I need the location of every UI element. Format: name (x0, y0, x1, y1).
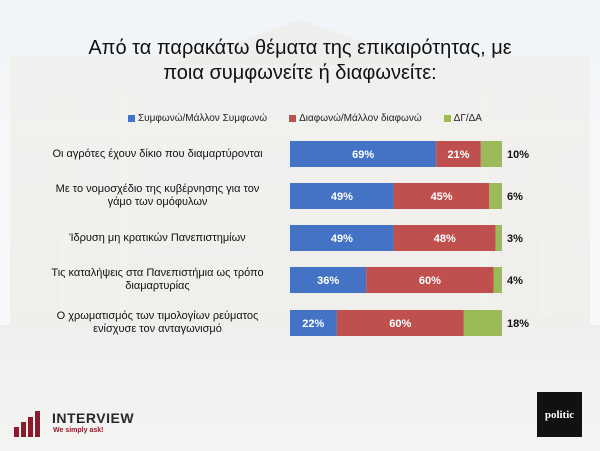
data-label-dk: 4% (507, 275, 523, 287)
bar-segment-dk (463, 310, 502, 336)
politic-logo: politic (537, 392, 582, 437)
legend-swatch-dk (443, 114, 451, 122)
bar-segment-agree (290, 225, 394, 251)
politic-logo-name: politic (544, 408, 575, 421)
data-label-dk: 18% (507, 318, 529, 330)
category-label: Ίδρυση μη κρατικών Πανεπιστημίων (30, 232, 285, 245)
bar-segment-dk (493, 267, 502, 293)
data-label-agree: 22% (302, 318, 324, 330)
legend-item-disagree: Διαφωνώ/Μάλλον διαφωνώ (289, 111, 422, 125)
legend-label-dk: ΔΓ/ΔΑ (453, 112, 482, 124)
data-label-agree: 49% (331, 233, 353, 245)
category-label-line: Οι αγρότες έχουν δίκιο που διαμαρτύροντα… (52, 147, 263, 160)
data-label-dk: 10% (507, 149, 529, 161)
legend-item-dk: ΔΓ/ΔΑ (443, 111, 482, 125)
bar-segment-agree (290, 141, 437, 167)
data-label-disagree: 45% (431, 191, 453, 203)
category-label: Τις καταλήψεις στα Πανεπιστήμια ως τρόπο… (30, 267, 285, 293)
category-label-line: Με το νομοσχέδιο της κυβέρνησης για τον (55, 183, 260, 195)
bar-segment-disagree (393, 225, 496, 251)
data-label-disagree: 48% (434, 233, 456, 245)
interview-logo-bars-icon (14, 411, 48, 437)
bar-segment-disagree (366, 267, 494, 293)
data-label-dk: 3% (507, 233, 523, 245)
data-label-disagree: 60% (419, 275, 441, 287)
data-label-agree: 69% (352, 149, 374, 161)
category-label: Ο χρωματισμός των τιμολογίων ρεύματος ενί… (30, 310, 285, 336)
bar-segment-disagree (393, 183, 490, 209)
chart-title-line-1: Από τα παρακάτω θέματα της επικαιρότητας… (88, 37, 512, 59)
legend-swatch-disagree (289, 114, 297, 122)
category-label: Με το νομοσχέδιο της κυβέρνησης για τον γ… (30, 183, 285, 209)
bar-segment-agree (290, 310, 337, 336)
data-label-dk: 6% (507, 191, 523, 203)
legend-swatch-agree (128, 114, 135, 122)
category-label-line: Ο χρωματισμός των τιμολογίων ρεύματος (56, 310, 259, 322)
legend-label-disagree: Διαφωνώ/Μάλλον διαφωνώ (299, 112, 422, 124)
category-label-line: Ίδρυση μη κρατικών Πανεπιστημίων (69, 231, 246, 244)
legend-item-agree: Συμφωνώ/Μάλλον Συμφωνώ (128, 111, 267, 125)
category-label-line: διαμαρτυρίας (125, 280, 190, 292)
data-label-agree: 49% (331, 191, 353, 203)
bar-segment-dk (495, 225, 502, 251)
data-label-disagree: 21% (448, 149, 470, 161)
category-label-line: γάμο των ομόφυλων (107, 196, 208, 208)
legend-label-agree: Συμφωνώ/Μάλλον Συμφωνώ (138, 112, 268, 124)
category-label-line: Τις καταλήψεις στα Πανεπιστήμια ως τρόπο (51, 267, 264, 279)
bar-segment-agree (290, 267, 367, 293)
bar-segment-agree (290, 183, 394, 209)
data-label-agree: 36% (317, 275, 339, 287)
bar-segment-disagree (436, 141, 481, 167)
data-label-disagree: 60% (389, 318, 411, 330)
bar-segment-dk (480, 141, 502, 167)
interview-logo: INTERVIEW We simply ask! (14, 407, 154, 441)
category-label-line: ενίσχυσε τον ανταγωνισμό (93, 323, 222, 335)
chart-title-line-2: ποια συμφωνείτε ή διαφωνείτε: (163, 62, 437, 84)
chart-title: Από τα παρακάτω θέματα της επικαιρότητας… (20, 36, 580, 86)
bar-segment-dk (489, 183, 502, 209)
interview-logo-tagline: We simply ask! (53, 427, 104, 434)
interview-logo-name: INTERVIEW (52, 410, 135, 426)
category-label: Οι αγρότες έχουν δίκιο που διαμαρτύροντα… (30, 148, 285, 161)
chart-legend: Συμφωνώ/Μάλλον Συμφωνώ Διαφωνώ/Μάλλον δι… (128, 111, 482, 125)
bar-segment-disagree (336, 310, 464, 336)
